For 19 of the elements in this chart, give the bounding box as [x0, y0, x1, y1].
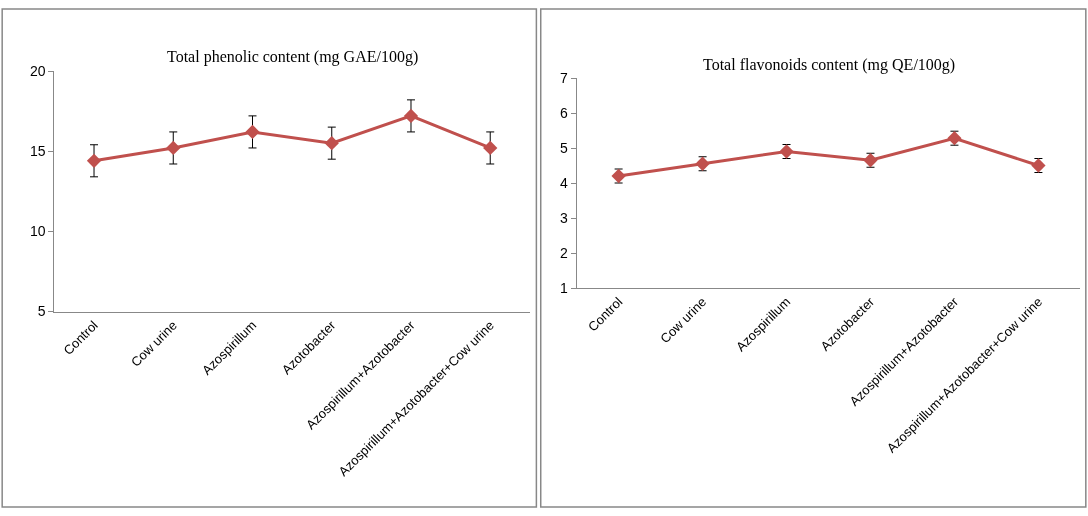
point: [403, 108, 419, 124]
y-tick-label: 5: [37, 303, 46, 320]
point: [245, 124, 260, 140]
point: [86, 153, 102, 168]
y-tick-label: 1: [560, 279, 569, 296]
point: [324, 136, 339, 151]
y-tick-label: 20: [30, 62, 46, 79]
y-tick-label: 7: [560, 69, 569, 86]
point: [483, 140, 498, 156]
y-tick-label: 15: [30, 143, 46, 160]
y-tick-label: 5: [560, 139, 569, 156]
y-tick-label: 6: [560, 104, 569, 121]
chart-title: Total phenolic content (mg GAE/100g): [167, 48, 419, 66]
y-tick-label: 4: [560, 174, 569, 191]
point: [166, 140, 181, 156]
chart-title: Total flavonoids content (mg QE/100g): [703, 56, 956, 74]
y-tick-label: 3: [560, 209, 569, 226]
y-tick-label: 2: [560, 244, 569, 261]
y-tick-label: 10: [30, 223, 46, 240]
